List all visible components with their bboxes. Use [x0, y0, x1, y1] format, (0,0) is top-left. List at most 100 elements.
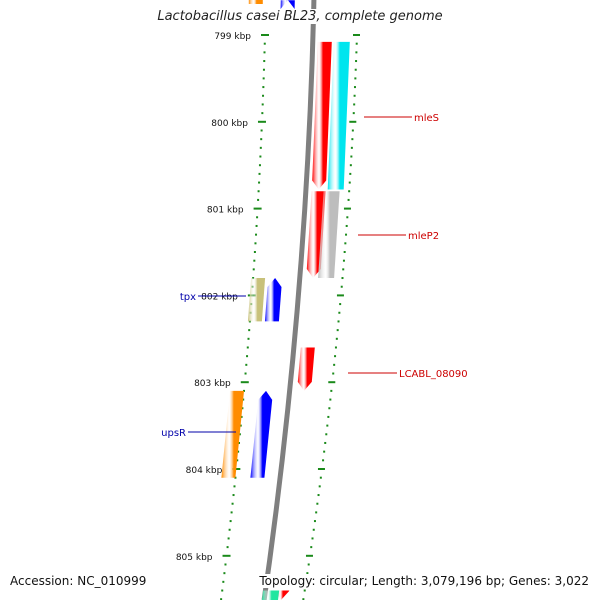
inner-tick-mark [242, 398, 245, 401]
inner-tick-mark [229, 520, 232, 523]
inner-tick-mark [258, 172, 261, 175]
outer-tick-mark [341, 277, 344, 280]
inner-tick-mark [232, 468, 241, 470]
inner-tick-mark [257, 198, 260, 201]
outer-tick-mark [350, 146, 353, 149]
gene-arrow [280, 0, 295, 9]
inner-tick-mark [262, 94, 265, 97]
gene-label-tpx: tpx [180, 292, 196, 303]
inner-tick-mark [258, 164, 261, 167]
gene-label-mlep2: mleP2 [408, 231, 439, 242]
inner-tick-mark [263, 51, 266, 54]
cog-bar-olive [247, 278, 266, 322]
inner-tick-mark [261, 34, 269, 36]
outer-tick-mark [353, 86, 356, 89]
inner-tick-mark [254, 242, 257, 245]
inner-tick-mark [241, 407, 244, 410]
outer-tick-mark [353, 34, 360, 36]
outer-tick-mark [345, 224, 348, 227]
inner-tick-mark [236, 459, 239, 462]
inner-tick-mark [257, 120, 266, 123]
outer-tick-mark [336, 294, 344, 297]
outer-tick-mark [334, 355, 337, 358]
outer-tick-mark [340, 285, 343, 288]
outer-tick-mark [346, 216, 349, 219]
outer-tick-mark [325, 433, 328, 436]
inner-tick-mark [260, 138, 263, 141]
inner-tick-mark [263, 42, 266, 45]
inner-tick-mark [220, 598, 223, 600]
outer-tick-mark [330, 389, 333, 392]
gene-label-upsr: upsR [161, 428, 186, 439]
inner-tick-mark [239, 424, 242, 427]
inner-tick-mark [247, 337, 250, 340]
outer-tick-mark [310, 546, 313, 549]
outer-tick-mark [318, 485, 321, 488]
inner-tick-mark [230, 511, 233, 514]
tick-label: 802 kbp [201, 292, 238, 302]
outer-tick-mark [322, 459, 325, 462]
inner-tick-mark [223, 572, 226, 575]
inner-tick-mark [227, 537, 230, 540]
cog-bar-grey [318, 191, 340, 278]
outer-tick-mark [355, 60, 358, 63]
outer-tick-mark [332, 372, 335, 375]
outer-tick-mark [344, 242, 347, 245]
outer-tick-mark [316, 502, 319, 505]
inner-tick-mark [262, 68, 265, 71]
inner-tick-mark [222, 580, 225, 583]
inner-tick-mark [226, 546, 229, 549]
inner-tick-mark [240, 381, 249, 384]
inner-tick-mark [253, 251, 256, 253]
inner-tick-mark [256, 216, 259, 219]
outer-tick-mark [352, 112, 355, 115]
gene-arrow [264, 278, 282, 322]
inner-tick-mark [255, 224, 258, 227]
outer-tick-mark [311, 537, 314, 540]
outer-tick-mark [328, 381, 336, 384]
outer-tick-mark [349, 164, 352, 167]
cog-bar-orange [221, 390, 244, 478]
outer-tick-mark [333, 363, 336, 366]
outer-tick-mark [327, 415, 330, 418]
outer-tick-mark [342, 259, 345, 262]
outer-tick-mark [353, 103, 356, 106]
outer-tick-mark [305, 554, 313, 557]
inner-tick-mark [246, 346, 249, 349]
inner-tick-mark [221, 589, 224, 592]
inner-tick-mark [261, 103, 264, 106]
gene-arrow [312, 41, 332, 190]
inner-tick-mark [246, 355, 249, 358]
outer-tick-mark [348, 181, 351, 184]
outer-tick-mark [347, 198, 350, 201]
inner-tick-mark [248, 329, 251, 332]
outer-tick-mark [343, 207, 351, 210]
inner-tick-mark [242, 389, 245, 392]
inner-tick-mark [253, 259, 256, 262]
inner-tick-mark [228, 528, 231, 531]
outer-tick-mark [339, 303, 342, 306]
outer-tick-mark [313, 520, 316, 523]
inner-tick-mark [234, 476, 237, 479]
tick-label: 801 kbp [207, 206, 244, 216]
outer-tick-mark [355, 42, 358, 45]
inner-tick-mark [233, 485, 236, 488]
outer-tick-mark [353, 94, 356, 97]
genome-backbone [261, 0, 317, 600]
inner-tick-mark [262, 77, 265, 80]
inner-tick-mark [240, 415, 243, 418]
outer-tick-mark [326, 424, 329, 427]
outer-tick-mark [303, 589, 306, 592]
outer-tick-mark [317, 494, 320, 497]
gene-label-lcabl_08090: LCABL_08090 [399, 369, 468, 380]
inner-tick-mark [261, 112, 264, 115]
inner-tick-mark [224, 563, 227, 566]
inner-tick-mark [231, 502, 234, 505]
map-title: Lactobacillus casei BL23, complete genom… [0, 9, 600, 24]
outer-tick-mark [335, 337, 338, 340]
inner-tick-mark [258, 181, 261, 184]
inner-tick-mark [262, 86, 265, 89]
inner-tick-mark [252, 268, 255, 271]
outer-tick-mark [302, 598, 305, 600]
